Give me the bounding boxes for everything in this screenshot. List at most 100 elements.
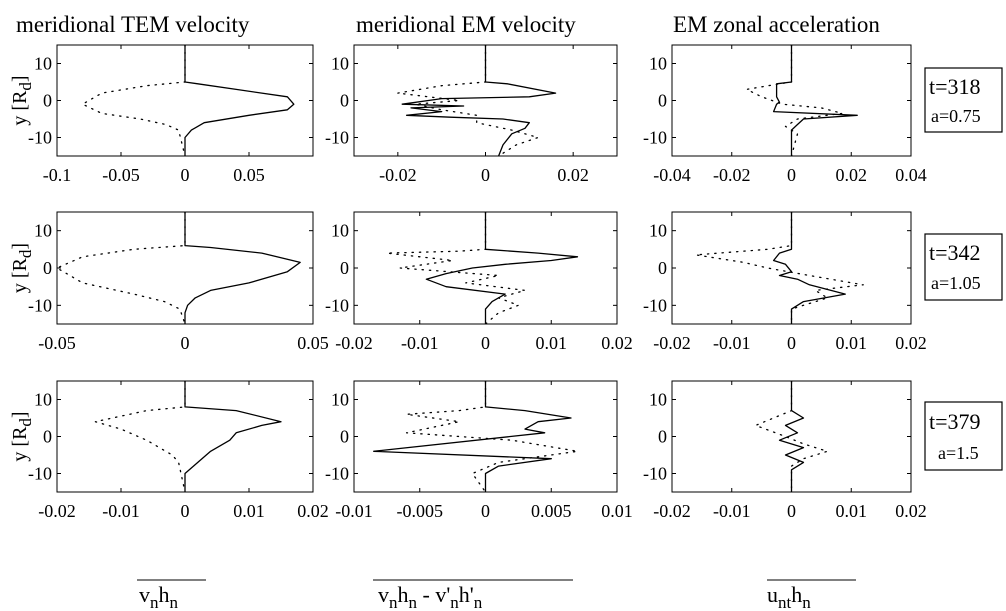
y-tick-label: 10 [649, 54, 667, 74]
series-line-dotted [81, 45, 186, 156]
row-box-0: t=318 a=0.75 [924, 67, 1003, 133]
column-title-em-velocity: meridional EM velocity [356, 12, 576, 37]
y-tick-label: 0 [340, 91, 349, 111]
panel-r0-c2: -0.04 -0.02 0 0.02 0.04 10 0 -10 [643, 44, 927, 185]
svg-text:vnhn: vnhn [139, 582, 179, 611]
x-tick-label: -0.02 [653, 333, 691, 353]
y-tick-label: 10 [34, 221, 52, 241]
row-box-2-a: a=1.5 [938, 443, 979, 463]
x-tick-label: 0.02 [895, 501, 927, 521]
series-line-dotted [405, 381, 579, 492]
x-tick-label: -0.05 [102, 165, 140, 185]
panel-r2-c2: -0.02 -0.01 0 0.01 0.02 10 0 -10 [643, 380, 927, 521]
svg-text:unthn: unthn [767, 582, 811, 611]
y-tick-label: 10 [649, 390, 667, 410]
y-tick-label: -10 [28, 464, 52, 484]
y-tick-label: 0 [658, 258, 667, 278]
x-tick-label: 0.01 [233, 501, 265, 521]
y-tick-label: 0 [340, 427, 349, 447]
panel-r2-c1: -0.01 -0.005 0 0.005 0.01 10 0 -10 [325, 380, 633, 521]
x-tick-label: -0.01 [713, 333, 751, 353]
y-tick-label: -10 [325, 295, 349, 315]
y-tick-label: 0 [43, 258, 52, 278]
x-tick-label: 0 [481, 165, 490, 185]
y-tick-label: 10 [34, 390, 52, 410]
xlabel-col-1: vnhn - v'nh'n [373, 579, 573, 611]
x-tick-label: -0.02 [335, 333, 373, 353]
x-tick-label: 0.05 [233, 165, 265, 185]
x-tick-label: 0 [181, 165, 190, 185]
y-tick-label: 0 [658, 91, 667, 111]
x-tick-label: -0.02 [653, 501, 691, 521]
column-title-tem: meridional TEM velocity [16, 12, 250, 37]
panel-r2-c0: -0.02 -0.01 0 0.01 0.02 10 0 -10 y [Rd] [9, 380, 329, 521]
series-line-solid [425, 212, 579, 324]
series-line-solid [401, 45, 557, 156]
row-box-1-t: t=342 [929, 240, 981, 265]
series-line-dotted [754, 381, 829, 492]
panel-r0-c0: -0.1 -0.05 0 0.05 10 0 -10 y [Rd] [9, 44, 314, 185]
x-tick-label: -0.02 [38, 501, 76, 521]
row-box-1: t=342 a=1.05 [924, 233, 1003, 301]
row-box-2: t=379 a=1.5 [924, 401, 1003, 471]
series-line-solid [184, 381, 282, 492]
row-box-0-a: a=0.75 [931, 106, 981, 126]
panel-r0-c1: -0.02 0 0.02 10 0 -10 [325, 44, 618, 185]
x-tick-label: 0.04 [895, 165, 927, 185]
panel-r1-c0: -0.05 0 0.05 10 0 -10y [Rd] [9, 211, 329, 353]
x-tick-label: -0.1 [43, 165, 72, 185]
x-tick-label: -0.01 [102, 501, 140, 521]
row-box-0-t: t=318 [929, 74, 981, 99]
xlabel-col-2: unthn [767, 579, 856, 611]
y-tick-label: 10 [331, 221, 349, 241]
x-tick-label: 0.01 [836, 501, 868, 521]
y-tick-label: -10 [325, 464, 349, 484]
x-tick-label: 0.01 [601, 501, 633, 521]
series-line-solid [778, 381, 805, 492]
y-tick-label: 10 [649, 221, 667, 241]
y-tick-label: 0 [340, 258, 349, 278]
y-axis-label: y [Rd] [9, 411, 35, 461]
x-tick-label: 0 [481, 333, 490, 353]
panel-r1-c1: -0.02 -0.01 0 0.01 0.02 10 0 -10 [325, 211, 633, 353]
x-tick-label: -0.02 [379, 165, 417, 185]
x-tick-label: -0.005 [397, 501, 444, 521]
x-tick-label: -0.01 [401, 333, 439, 353]
y-tick-label: -10 [643, 128, 667, 148]
y-tick-label: -10 [28, 128, 52, 148]
y-tick-label: -10 [325, 128, 349, 148]
series-line-dotted [386, 212, 526, 324]
x-tick-label: 0.01 [536, 333, 568, 353]
series-line-solid [184, 45, 295, 156]
x-tick-label: -0.04 [653, 165, 691, 185]
row-box-1-a: a=1.05 [931, 273, 981, 293]
x-tick-label: -0.01 [335, 501, 373, 521]
x-tick-label: 0.02 [895, 333, 927, 353]
x-tick-label: 0 [481, 501, 490, 521]
y-tick-label: -10 [643, 295, 667, 315]
x-tick-label: 0 [181, 333, 190, 353]
svg-text:vnhn - v'nh'n: vnhn - v'nh'n [378, 582, 483, 611]
y-tick-label: 10 [331, 54, 349, 74]
y-axis-label: y [Rd] [9, 243, 35, 293]
x-tick-label: 0.02 [297, 501, 329, 521]
y-tick-label: 0 [43, 91, 52, 111]
series-line-solid [772, 212, 846, 324]
series-line-dotted [57, 212, 186, 324]
x-tick-label: 0 [787, 333, 796, 353]
x-tick-label: 0.005 [531, 501, 572, 521]
panel-r1-c2: -0.02 -0.01 0 0.01 0.02 10 0 -10 [643, 211, 927, 353]
y-tick-label: -10 [28, 295, 52, 315]
x-tick-label: 0.05 [297, 333, 329, 353]
series-line-solid [373, 381, 572, 492]
x-tick-label: 0 [181, 501, 190, 521]
series-line-solid [184, 212, 301, 324]
x-tick-label: 0.02 [836, 165, 868, 185]
y-axis-label: y [Rd] [9, 75, 35, 125]
series-line-dotted [94, 381, 186, 492]
row-box-2-t: t=379 [929, 409, 981, 434]
series-line-dotted [695, 212, 864, 324]
column-title-em-acceleration: EM zonal acceleration [673, 12, 880, 37]
series-line-dotted [746, 45, 843, 156]
